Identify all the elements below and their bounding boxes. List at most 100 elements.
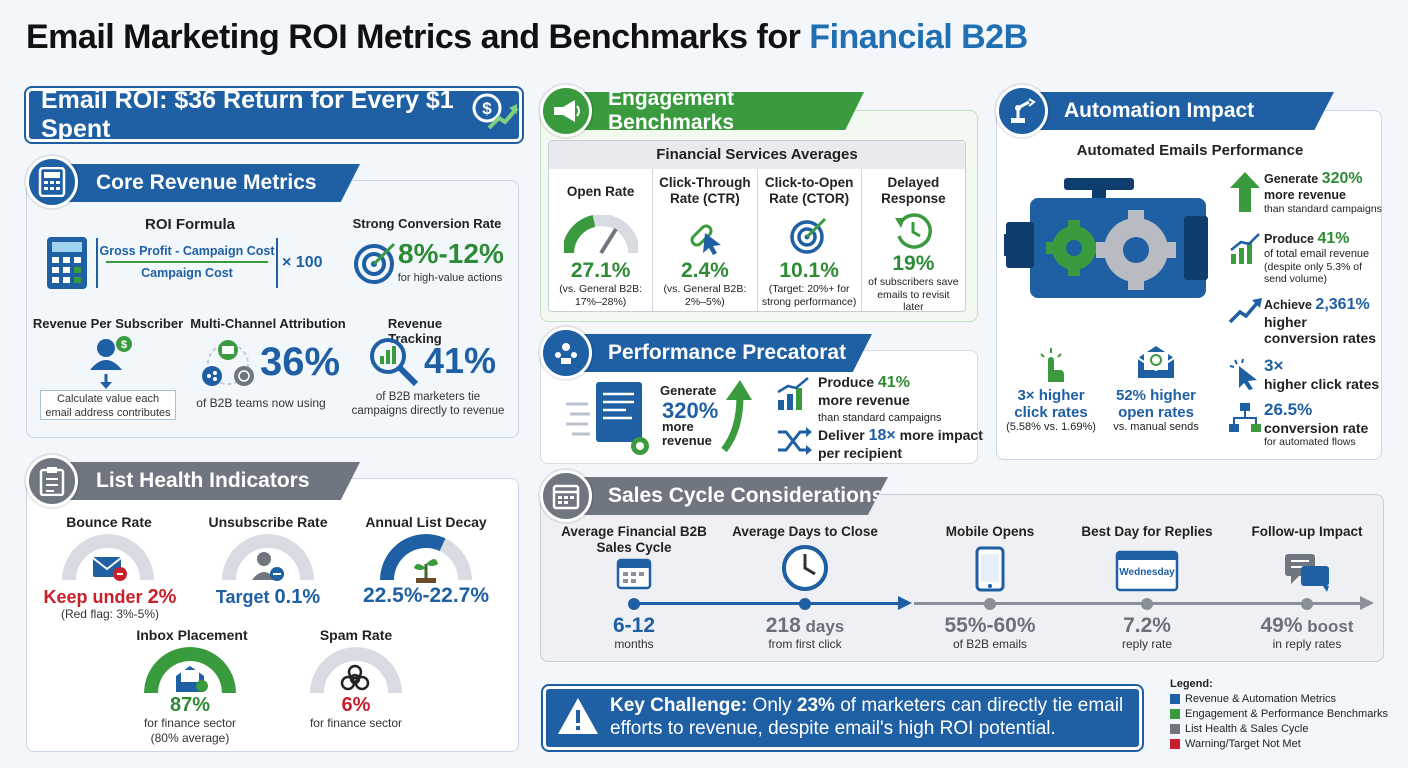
perf-produce-note: than standard campaigns xyxy=(818,412,942,425)
auto-click-value: 3× higher xyxy=(1017,387,1085,404)
mca-label: Multi-Channel Attribution xyxy=(190,316,346,331)
automation-header-text: Automation Impact xyxy=(1064,99,1255,122)
engagement-col-note: (vs. General B2B: 2%–5%) xyxy=(663,283,747,308)
trend-up-icon xyxy=(1226,296,1264,347)
magnifier-chart-icon xyxy=(368,336,420,393)
perf-produce: Produce 41% more revenue than standard c… xyxy=(818,374,942,425)
sales-step-number: 6-12 xyxy=(612,614,656,637)
sales-step-value: 6-12 xyxy=(564,614,704,638)
auto-open-value: 52% higher xyxy=(1115,387,1197,404)
sales-step-number: 7.2% xyxy=(1123,614,1171,637)
automation-item-line2: higher click rates xyxy=(1264,375,1380,392)
envelope-alert-icon xyxy=(92,554,128,587)
auto-click-note: (5.58% vs. 1.69%) xyxy=(1006,421,1096,433)
auto-open-line2: open rates xyxy=(1118,403,1194,421)
timeline-dot xyxy=(984,598,996,610)
sales-step-note: in reply rates xyxy=(1272,637,1342,651)
clipboard-checklist-icon xyxy=(26,455,78,507)
engagement-col-label: Click-Through Rate (CTR) xyxy=(659,175,751,206)
inbox-note-2: (80% average) xyxy=(150,731,230,745)
engagement-header-text: Engagement Benchmarks xyxy=(608,87,735,134)
engagement-col-note: of subscribers save emails to revisit la… xyxy=(868,276,959,314)
bounce-value-number: 2% xyxy=(147,586,177,608)
automation-item: 26.5% conversion rate for automated flows xyxy=(1226,400,1382,448)
engagement-table-title: Financial Services Averages xyxy=(549,141,965,169)
legend-label: Engagement & Performance Benchmarks xyxy=(1185,708,1388,720)
automation-item-note: for automated flows xyxy=(1264,435,1356,448)
performance-header: Performance Precatorat xyxy=(552,334,872,372)
target-icon xyxy=(789,213,829,257)
auto-click-line2: click rates xyxy=(1014,403,1088,421)
sales-step-value: 7.2% xyxy=(1077,614,1217,638)
gauge-icon xyxy=(563,213,638,257)
engagement-col: Delayed Response 19% of subscribers save e… xyxy=(862,169,965,314)
automation-item-value: 320% xyxy=(1321,170,1363,187)
spam-note: for finance sector xyxy=(309,716,403,730)
svg-text:$: $ xyxy=(121,339,127,351)
auto-click-stat: 3× higher click rates (5.58% vs. 1.69%) xyxy=(1004,387,1098,433)
title-main: Email Marketing ROI Metrics and Benchmar… xyxy=(26,18,810,56)
automation-header: Automation Impact xyxy=(1008,92,1334,130)
engagement-col-label: Open Rate xyxy=(566,184,635,200)
inbox-value: 87% xyxy=(169,694,211,716)
engagement-col-note: (Target: 20%+ for strong performance) xyxy=(761,283,857,308)
sales-step-number: 55%-60% xyxy=(944,614,1036,637)
perf-produce-line2: more revenue xyxy=(818,392,910,409)
engagement-col-label: Click-to-Open Rate (CTOR) xyxy=(764,175,854,206)
formula-numerator: Gross Profit - Campaign Cost xyxy=(99,244,275,258)
sales-step-unit: boost xyxy=(1302,617,1354,636)
roi-formula: Gross Profit - Campaign Cost Campaign Co… xyxy=(96,238,278,288)
automation-item-line2: conversion rate xyxy=(1264,419,1369,436)
engine-gears-icon xyxy=(1004,176,1210,321)
decay-value: 22.5%-22.7% xyxy=(362,584,490,607)
spam-label: Spam Rate xyxy=(319,627,393,643)
engagement-col-value: 27.1% xyxy=(570,259,631,282)
automation-item-value: 41% xyxy=(1317,230,1350,247)
bar-growth-icon xyxy=(776,376,812,417)
legend-swatch xyxy=(1170,709,1180,719)
perf-deliver-value: 18× xyxy=(868,427,896,444)
key-challenge-banner: Key Challenge: Only 23% of marketers can… xyxy=(543,686,1142,750)
sales-step-note: months xyxy=(614,637,654,651)
share-channels-icon xyxy=(198,338,258,395)
engagement-col-note: (vs. General B2B: 17%–28%) xyxy=(559,283,643,308)
core-revenue-header: Core Revenue Metrics xyxy=(40,164,360,202)
mca-note: of B2B teams now using xyxy=(196,396,326,410)
automation-item-line2: higher conversion rates xyxy=(1264,314,1377,347)
inbox-label: Inbox Placement xyxy=(136,627,248,643)
roi-banner: Email ROI: $36 Return for Every $1 Spent… xyxy=(26,86,522,143)
formula-divider xyxy=(106,261,268,263)
clock-icon xyxy=(773,544,837,592)
automation-item: 3× higher click rates xyxy=(1226,356,1382,392)
sales-cycle-header-text: Sales Cycle Considerations xyxy=(608,484,884,507)
sales-step-value: 55%-60% xyxy=(920,614,1060,638)
inbox-note-1: for finance sector xyxy=(143,716,237,730)
timeline-blue-arrow-icon xyxy=(898,596,912,610)
conversion-note: for high-value actions xyxy=(397,272,503,284)
legend-label: Revenue & Automation Metrics xyxy=(1185,693,1337,705)
calendar-day-icon xyxy=(1115,548,1179,592)
timeline-blue xyxy=(630,602,902,605)
engagement-col: Open Rate 27.1% (vs. General B2B: 17%–28%) xyxy=(549,169,654,311)
sales-cycle-panel xyxy=(540,494,1384,662)
sales-step-value: 218 days xyxy=(735,614,875,638)
sales-step-note: of B2B emails xyxy=(952,637,1028,651)
cursor-click-icon xyxy=(1226,356,1264,392)
sales-cycle-header: Sales Cycle Considerations xyxy=(552,477,888,515)
automation-item: Generate 320% more revenue than standard c… xyxy=(1226,170,1382,215)
legend: Legend: Revenue & Automation Metrics Enga… xyxy=(1170,678,1400,750)
legend-item: Revenue & Automation Metrics xyxy=(1170,693,1400,705)
sales-step-label: Average Days to Close xyxy=(732,524,878,539)
challenge-pct: 23% xyxy=(796,695,835,717)
engagement-col: Click-Through Rate (CTR) 2.4% (vs. General… xyxy=(653,169,758,311)
unsub-value: Target 0.1% xyxy=(198,586,338,609)
challenge-text-1: Only xyxy=(747,695,797,717)
up-arrow-icon xyxy=(718,380,752,457)
automation-item: Produce 41% of total email revenue (despit… xyxy=(1226,230,1382,285)
list-health-panel xyxy=(26,478,519,752)
sales-step-label: Best Day for Replies xyxy=(1081,524,1213,539)
bounce-value-prefix: Keep under xyxy=(43,587,148,607)
inbox-envelope-icon xyxy=(174,664,210,699)
automation-item-value: 3× xyxy=(1264,356,1284,375)
rt-value: 41% xyxy=(424,340,497,381)
